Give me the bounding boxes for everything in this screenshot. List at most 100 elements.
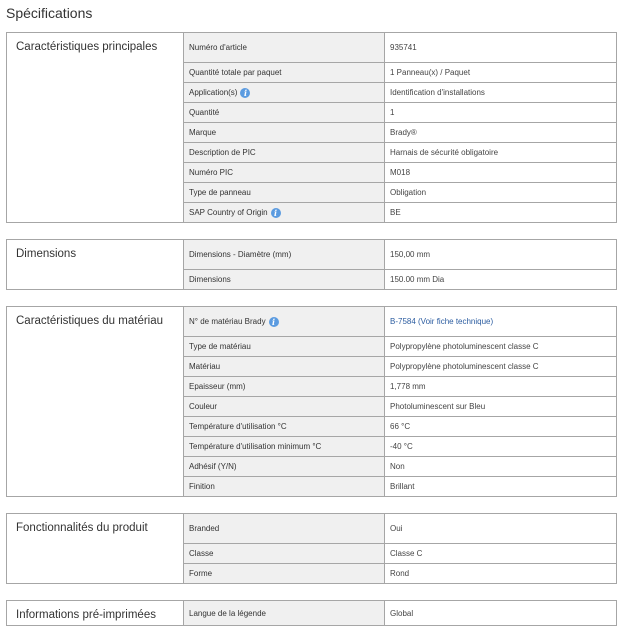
spec-key-cell: Finition — [184, 477, 385, 496]
spec-key: Quantité — [189, 108, 220, 117]
spec-key: Langue de la légende — [189, 608, 266, 618]
spec-key-cell: Type de panneau — [184, 183, 385, 202]
spec-key: Description de PIC — [189, 148, 256, 157]
spec-key: Numéro d'article — [189, 43, 247, 52]
spec-rows: Numéro d'article 935741 Quantité totale pa… — [184, 33, 616, 222]
page-title: Spécifications — [6, 5, 93, 21]
spec-value: Polypropylène photoluminescent classe C — [390, 342, 539, 351]
spec-row: Marque Brady® — [184, 122, 616, 142]
spec-key-cell: Adhésif (Y/N) — [184, 457, 385, 476]
spec-key: Couleur — [189, 402, 218, 411]
spec-key: Application(s) — [189, 88, 238, 97]
spec-row: Application(s) i Identification d'installa… — [184, 82, 616, 102]
spec-row: Type de matériau Polypropylène photolumin… — [184, 336, 616, 356]
spec-key: Dimensions — [189, 275, 231, 284]
spec-value: Brady® — [390, 128, 417, 137]
spec-key-cell: Marque — [184, 123, 385, 142]
spec-key-cell: Numéro PIC — [184, 163, 385, 182]
section-label: Fonctionnalités du produit — [7, 514, 184, 583]
spec-key: Température d'utilisation minimum °C — [189, 442, 322, 451]
spec-key: Température d'utilisation °C — [189, 422, 287, 431]
spec-value: Oui — [390, 524, 403, 533]
spec-value: 150.00 mm Dia — [390, 275, 445, 284]
spec-key-cell: Quantité totale par paquet — [184, 63, 385, 82]
spec-key-cell: Classe — [184, 544, 385, 563]
spec-rows: Langue de la légende Global — [184, 601, 616, 625]
spec-row: Langue de la légende Global — [184, 601, 616, 625]
spec-row: Epaisseur (mm) 1,778 mm — [184, 376, 616, 396]
spec-row: Classe Classe C — [184, 543, 616, 563]
spec-value: Harnais de sécurité obligatoire — [390, 148, 499, 157]
spec-row: Quantité totale par paquet 1 Panneau(x) /… — [184, 62, 616, 82]
spec-key: Branded — [189, 524, 220, 533]
spec-key-cell: Type de matériau — [184, 337, 385, 356]
spec-key: SAP Country of Origin — [189, 208, 268, 217]
spec-row: Type de panneau Obligation — [184, 182, 616, 202]
spec-value: Obligation — [390, 188, 427, 197]
spec-key: Adhésif (Y/N) — [189, 462, 237, 471]
spec-key: Classe — [189, 549, 214, 558]
spec-key: Type de matériau — [189, 342, 251, 351]
spec-key: N° de matériau Brady — [189, 317, 266, 326]
spec-row: Matériau Polypropylène photoluminescent c… — [184, 356, 616, 376]
spec-key-cell: Couleur — [184, 397, 385, 416]
spec-row: Dimensions 150.00 mm Dia — [184, 269, 616, 289]
spec-key-cell: Dimensions - Diamètre (mm) — [184, 240, 385, 269]
spec-key: Finition — [189, 482, 215, 491]
spec-value: Rond — [390, 569, 410, 578]
spec-value: 1 — [390, 108, 395, 117]
spec-key-cell: Epaisseur (mm) — [184, 377, 385, 396]
spec-row: Numéro d'article 935741 — [184, 33, 616, 62]
spec-value: Polypropylène photoluminescent classe C — [390, 362, 539, 371]
spec-value: Photoluminescent sur Bleu — [390, 402, 486, 411]
spec-row: Finition Brillant — [184, 476, 616, 496]
spec-key-cell: Application(s) i — [184, 83, 385, 102]
spec-rows: N° de matériau Brady i B-7584 (Voir fiche … — [184, 307, 616, 496]
spec-row: Description de PIC Harnais de sécurité ob… — [184, 142, 616, 162]
spec-section: Fonctionnalités du produit Branded Oui Clas… — [6, 513, 617, 584]
spec-row: Branded Oui — [184, 514, 616, 543]
spec-key: Epaisseur (mm) — [189, 382, 246, 391]
spec-key: Type de panneau — [189, 188, 251, 197]
spec-key: Marque — [189, 128, 217, 137]
spec-section: Caractéristiques du matériau N° de matéri… — [6, 306, 617, 497]
spec-key-cell: Matériau — [184, 357, 385, 376]
spec-row: Adhésif (Y/N) Non — [184, 456, 616, 476]
info-icon[interactable]: i — [268, 316, 279, 327]
spec-row: Couleur Photoluminescent sur Bleu — [184, 396, 616, 416]
spec-rows: Branded Oui Classe Classe C Forme Rond — [184, 514, 616, 583]
spec-key-cell: Langue de la légende — [184, 601, 385, 625]
spec-value: 1,778 mm — [390, 382, 426, 391]
spec-section: Dimensions Dimensions - Diamètre (mm) 150,… — [6, 239, 617, 290]
spec-value: Identification d'installations — [390, 88, 485, 97]
spec-key-cell: Dimensions — [184, 270, 385, 289]
spec-key: Matériau — [189, 362, 221, 371]
spec-key-cell: Description de PIC — [184, 143, 385, 162]
spec-row: SAP Country of Origin i BE — [184, 202, 616, 222]
section-label: Caractéristiques principales — [7, 33, 184, 222]
datasheet-link[interactable]: B-7584 (Voir fiche technique) — [390, 317, 494, 326]
spec-key: Dimensions - Diamètre (mm) — [189, 250, 292, 259]
spec-value: 935741 — [390, 43, 417, 52]
spec-row: Forme Rond — [184, 563, 616, 583]
spec-value: Classe C — [390, 549, 423, 558]
spec-value: 1 Panneau(x) / Paquet — [390, 68, 471, 77]
spec-key-cell: Forme — [184, 564, 385, 583]
info-icon[interactable]: i — [270, 207, 281, 218]
spec-key-cell: Quantité — [184, 103, 385, 122]
info-icon[interactable]: i — [240, 87, 251, 98]
spec-row: Numéro PIC M018 — [184, 162, 616, 182]
spec-row: Température d'utilisation minimum °C -40 … — [184, 436, 616, 456]
spec-key-cell: N° de matériau Brady i — [184, 307, 385, 336]
spec-key: Numéro PIC — [189, 168, 234, 177]
spec-key: Forme — [189, 569, 213, 578]
spec-key-cell: Température d'utilisation °C — [184, 417, 385, 436]
spec-rows: Dimensions - Diamètre (mm) 150,00 mm Dimen… — [184, 240, 616, 289]
spec-key-cell: Température d'utilisation minimum °C — [184, 437, 385, 456]
spec-row: Dimensions - Diamètre (mm) 150,00 mm — [184, 240, 616, 269]
spec-value: Brillant — [390, 482, 415, 491]
spec-value: 66 °C — [390, 422, 411, 431]
spec-value: -40 °C — [390, 442, 413, 451]
section-label: Informations pré-imprimées — [7, 601, 184, 625]
spec-section: Caractéristiques principales Numéro d'art… — [6, 32, 617, 223]
